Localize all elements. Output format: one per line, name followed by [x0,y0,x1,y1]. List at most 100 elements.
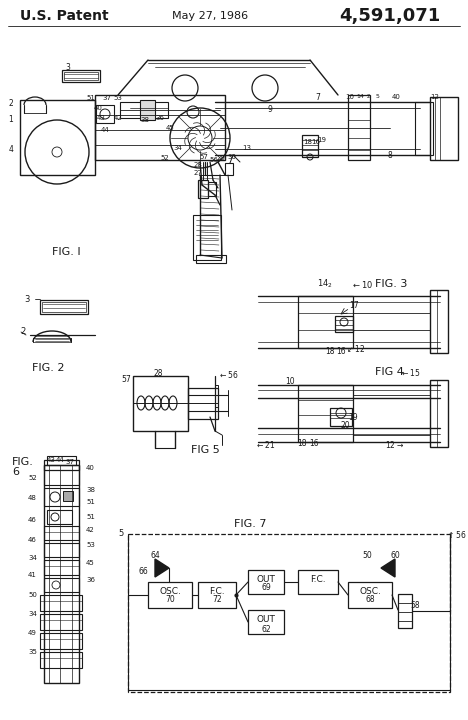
Text: $\leftarrow$15: $\leftarrow$15 [400,366,420,377]
Text: 38: 38 [140,117,149,123]
Bar [44,465,79,485]
Text: OSC.: OSC. [359,587,381,595]
Text: 51: 51 [87,95,95,101]
Text: 1: 1 [8,115,14,125]
Text: 4,591,071: 4,591,071 [339,7,441,25]
Text: F.C.: F.C. [310,575,326,583]
Text: 34: 34 [28,555,37,561]
Text: 14$_2$: 14$_2$ [317,278,333,290]
Bar [188,388,218,419]
Text: 52: 52 [28,475,37,481]
Text: F.C.: F.C. [209,587,225,595]
Text: 51: 51 [86,514,95,520]
Bar [44,460,79,470]
Text: 69: 69 [261,582,271,592]
Text: 18: 18 [325,346,335,356]
Text: 43: 43 [96,115,105,121]
Text: 29: 29 [217,155,226,161]
Bar [430,380,448,447]
Text: 35: 35 [28,649,37,655]
Text: 48: 48 [28,495,37,501]
Text: 42: 42 [86,527,95,533]
Text: 16: 16 [336,346,346,356]
Text: 34: 34 [174,145,183,151]
Text: 14: 14 [356,94,364,99]
Bar [20,100,95,175]
Text: 18: 18 [297,439,307,449]
Bar [198,582,236,608]
Text: 64: 64 [150,551,160,559]
Text: 60: 60 [390,551,400,559]
Text: 12$\rightarrow$: 12$\rightarrow$ [386,438,405,449]
Text: U.S. Patent: U.S. Patent [20,9,109,23]
Text: FIG.: FIG. [12,457,34,467]
Text: 34: 34 [28,611,37,617]
Text: 50: 50 [28,592,37,598]
Bar [215,385,218,407]
Text: 27: 27 [194,170,203,176]
Bar [198,180,208,198]
Text: OUT: OUT [256,575,276,583]
Text: 17: 17 [349,302,359,310]
Bar [40,652,82,668]
Bar [140,100,155,120]
Bar [44,578,79,592]
Text: 18: 18 [304,139,313,145]
Text: FIG. 7: FIG. 7 [234,519,266,529]
Text: 10: 10 [345,94,354,100]
Text: 44: 44 [101,127,110,133]
Text: 16: 16 [309,439,319,449]
Bar [44,526,79,540]
Bar [96,105,114,123]
Text: 72: 72 [212,595,222,603]
Text: 42: 42 [114,115,122,121]
Text: 46: 46 [28,517,37,523]
Text: 13: 13 [242,145,251,151]
Text: 50: 50 [362,551,372,559]
Bar [196,255,226,263]
Bar [128,534,450,692]
Bar [47,456,76,465]
Text: 20: 20 [340,421,350,431]
Bar [63,491,73,501]
Bar [64,72,98,80]
Text: 57: 57 [121,376,131,384]
Text: 4: 4 [8,145,14,155]
Bar [44,543,79,557]
Bar [430,97,458,160]
Bar [330,408,352,426]
Bar [40,300,88,314]
Text: 36: 36 [155,115,164,121]
Bar [47,510,72,524]
Bar [133,376,188,431]
Polygon shape [155,559,169,577]
Bar [40,614,82,630]
Text: 37: 37 [102,95,111,101]
Text: FIG. 2: FIG. 2 [32,363,64,373]
Text: 40: 40 [392,94,401,100]
Text: 7: 7 [315,94,320,102]
Text: 53: 53 [114,95,123,101]
Bar [208,182,216,196]
Text: 43: 43 [46,457,55,463]
Text: 53: 53 [86,542,95,548]
Text: 41: 41 [28,572,37,578]
Bar [40,595,82,611]
Text: 51: 51 [86,499,95,505]
Bar [44,488,79,506]
Text: 38: 38 [86,487,95,493]
Text: 2: 2 [8,99,14,107]
Text: 2: 2 [21,328,26,336]
Text: 19: 19 [317,137,327,143]
Bar [42,302,86,312]
Text: 37: 37 [66,459,74,465]
Text: 19: 19 [348,413,358,423]
Bar [248,570,284,594]
Text: $\swarrow$12: $\swarrow$12 [345,343,365,354]
Text: 5: 5 [376,94,380,99]
Text: 66: 66 [138,567,148,577]
Text: FIG 4: FIG 4 [375,367,404,377]
Bar [415,102,433,155]
Text: 10: 10 [285,377,295,387]
Bar [95,95,225,160]
